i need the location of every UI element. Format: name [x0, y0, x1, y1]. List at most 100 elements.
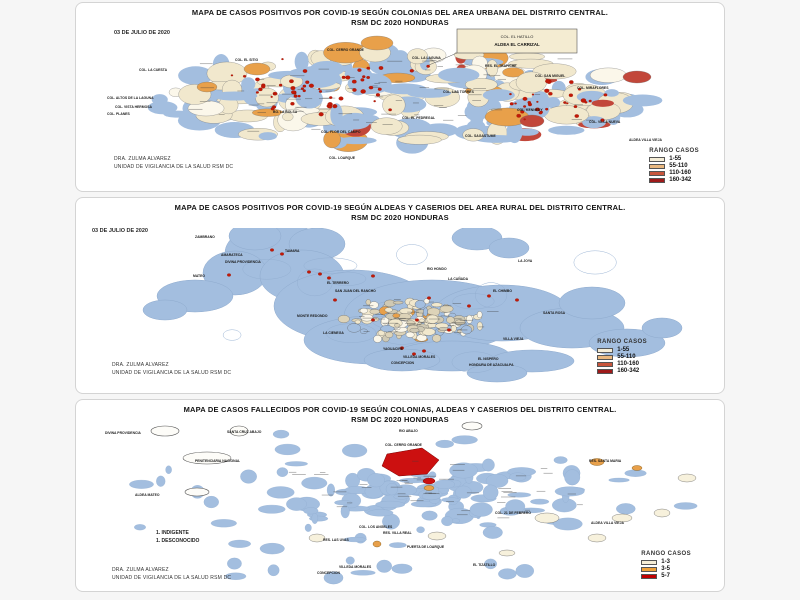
- legend-item: 1-55: [649, 156, 699, 162]
- map-labels: DIVINA PROVIDENCIA SANTA CRUZ ABAJO PENITE…: [105, 429, 624, 575]
- legend-swatch: [649, 177, 666, 183]
- map-label: COL. LOS ANGELES: [359, 525, 393, 529]
- map-labels: ZAMBRANO TAMARA AMARATECA DIVINA PROVIDENCI…: [193, 235, 566, 367]
- map-label: COL. LOARQUE: [329, 156, 356, 160]
- map-label: PUERTA DE LOARQUE: [407, 545, 445, 549]
- panel-urban-positives-map: MAPA DE CASOS POSITIVOS POR COVID-19 SEG…: [75, 2, 725, 192]
- map-label: VILLEDA MORALES: [339, 565, 372, 569]
- legend-swatch: [649, 170, 666, 176]
- map-label: YAGUACIRE: [383, 347, 404, 351]
- legend-swatch: [597, 361, 614, 367]
- range-1-3-patches: [308, 473, 697, 557]
- legend-swatch: [641, 573, 658, 579]
- map-label: COL. EL SITIO: [235, 58, 258, 62]
- map-label: COL. CERRO GRANDE: [385, 443, 423, 447]
- outlined-settlements: [150, 421, 483, 497]
- map-label: CONCEPCION: [391, 361, 415, 365]
- legend-item: 1-55: [597, 347, 647, 353]
- deaths-choropleth-map: DIVINA PROVIDENCIA SANTA CRUZ ABAJO PENITE…: [105, 421, 698, 585]
- map-label: ZAMBRANO: [195, 235, 215, 239]
- legend-title: RANGO CASOS: [597, 339, 647, 345]
- parcel-blobs: [147, 35, 663, 154]
- case-dots: [227, 248, 519, 356]
- map-label: LA JOYA: [518, 259, 533, 263]
- range-5-7-hotspot: [381, 447, 440, 485]
- map-label: ALDEA VILLA VIEJA: [629, 138, 662, 142]
- map-title: MAPA DE CASOS POSITIVOS POR COVID-19 SEG…: [116, 8, 684, 28]
- map-label: LA CAÑADA: [448, 276, 469, 281]
- map-label: RES. VILLA REAL: [383, 531, 412, 535]
- legend-swatch: [641, 559, 658, 565]
- map-title-line1: MAPA DE CASOS FALLECIDOS POR COVID-19 SE…: [183, 405, 617, 414]
- map-label: MONTE REDONDO: [297, 314, 328, 318]
- map-label: COL. VILLA NUEVA: [589, 120, 621, 124]
- map-label: COL. MIRAFLORES: [577, 86, 609, 90]
- legend-item: 1-3: [641, 559, 691, 565]
- map-date: 03 DE JULIO DE 2020: [114, 30, 170, 36]
- rural-choropleth-map: ZAMBRANO TAMARA AMARATECA DIVINA PROVIDENCI…: [142, 228, 683, 383]
- attribution-author: DRA. ZULMA ALVAREZ: [112, 362, 169, 368]
- map-label: AMARATECA: [221, 253, 243, 257]
- legend-item: 3-5: [641, 566, 691, 572]
- attribution: DRA. ZULMA ALVAREZ UNIDAD DE VIGILANCIA …: [112, 361, 231, 377]
- legend-item: 160-342: [597, 368, 647, 374]
- attribution-author: DRA. ZULMA ALVAREZ: [112, 567, 169, 573]
- map-label: BO. LA BOLSA: [273, 110, 298, 114]
- map-label: COL. LAS TORRES: [443, 90, 475, 94]
- map-date: 03 DE JULIO DE 2020: [92, 228, 148, 234]
- map-title-line2: RSM DC 2020 HONDURAS: [351, 17, 449, 27]
- map-label: COL. CERRO GRANDE: [327, 48, 365, 52]
- map-label: COL. 21 DE FEBRERO: [495, 511, 531, 515]
- legend-swatch: [597, 347, 614, 353]
- map-labels: COL. LA CUESTA COL. EL SITIO COL. CERRO GR…: [107, 48, 662, 160]
- map-label: COL. SAN MIGUEL: [535, 74, 565, 78]
- attribution-unit: UNIDAD DE VIGILANCIA DE LA SALUD RSM DC: [112, 575, 232, 581]
- map-label: PENITENCIARIA NACIONAL: [195, 459, 240, 463]
- map-label: DIVINA PROVIDENCIA: [105, 431, 141, 435]
- legend-swatch: [597, 354, 614, 360]
- map-title-line1: MAPA DE CASOS POSITIVOS POR COVID-19 SEG…: [174, 203, 626, 212]
- map-label: COL. ALTOS DE LA LAGUNA: [107, 96, 154, 100]
- legend-swatch: [649, 156, 666, 162]
- map-label: COL. KENNEDY: [517, 108, 543, 112]
- legend-label: 110-160: [617, 361, 639, 367]
- micro-label-marks: [359, 299, 499, 333]
- micro-label-marks: [288, 460, 583, 519]
- map-label: TAMARA: [285, 249, 300, 253]
- legend-item: 55-110: [597, 354, 647, 360]
- footnote-indigente: 1. INDIGENTE: [156, 530, 189, 536]
- map-title-line2: RSM DC 2020 HONDURAS: [351, 212, 449, 222]
- attribution-unit: UNIDAD DE VIGILANCIA DE LA SALUD RSM DC: [112, 370, 232, 376]
- legend-box: RANGO CASOS 1-3 3-5 5-7: [641, 551, 691, 580]
- map-label: RES. SANTA MARIA: [589, 459, 622, 463]
- legend-label: 55-110: [617, 354, 636, 360]
- map-label: HONDURA DE AZACUALPA: [469, 363, 514, 367]
- map-label: COL. EL PEDREGAL: [402, 116, 435, 120]
- attribution-unit: UNIDAD DE VIGILANCIA DE LA SALUD RSM DC: [114, 164, 234, 170]
- legend-swatch: [649, 163, 666, 169]
- map-label: SAN JUAN DEL RANCHO: [335, 289, 376, 293]
- legend-item: 5-7: [641, 573, 691, 579]
- attribution: DRA. ZULMA ALVAREZ UNIDAD DE VIGILANCIA …: [112, 566, 231, 582]
- map-label: EL TIZATILLO: [473, 563, 496, 567]
- map-label: SANTA ROSA: [543, 311, 566, 315]
- legend-item: 110-160: [649, 170, 699, 176]
- map-label: SANTA CRUZ ABAJO: [227, 430, 262, 434]
- map-title-line2: RSM DC 2020 HONDURAS: [351, 414, 449, 424]
- legend-title: RANGO CASOS: [641, 551, 691, 557]
- map-label: RIO ABAJO: [399, 429, 418, 433]
- map-label: RES. EL TRAPICHE: [485, 64, 517, 68]
- legend-title: RANGO CASOS: [649, 148, 699, 154]
- map-title: MAPA DE CASOS FALLECIDOS POR COVID-19 SE…: [116, 405, 684, 425]
- map-title-line1: MAPA DE CASOS POSITIVOS POR COVID-19 SEG…: [191, 8, 609, 17]
- legend-box: RANGO CASOS 1-55 55-110 110-160 160-342: [649, 148, 699, 184]
- callout-box: COL. EL HATILLO ALDEA EL CARRIZAL: [428, 28, 578, 66]
- map-label: RIO HONDO: [427, 267, 447, 271]
- footnote-desconocido: 1. DESCONOCIDO: [156, 537, 200, 544]
- legend-item: 55-110: [649, 163, 699, 169]
- legend-box: RANGO CASOS 1-55 55-110 110-160 160-342: [597, 339, 647, 375]
- legend-swatch: [641, 566, 658, 572]
- map-footnotes: 1. INDIGENTE 1. DESCONOCIDO: [156, 530, 199, 545]
